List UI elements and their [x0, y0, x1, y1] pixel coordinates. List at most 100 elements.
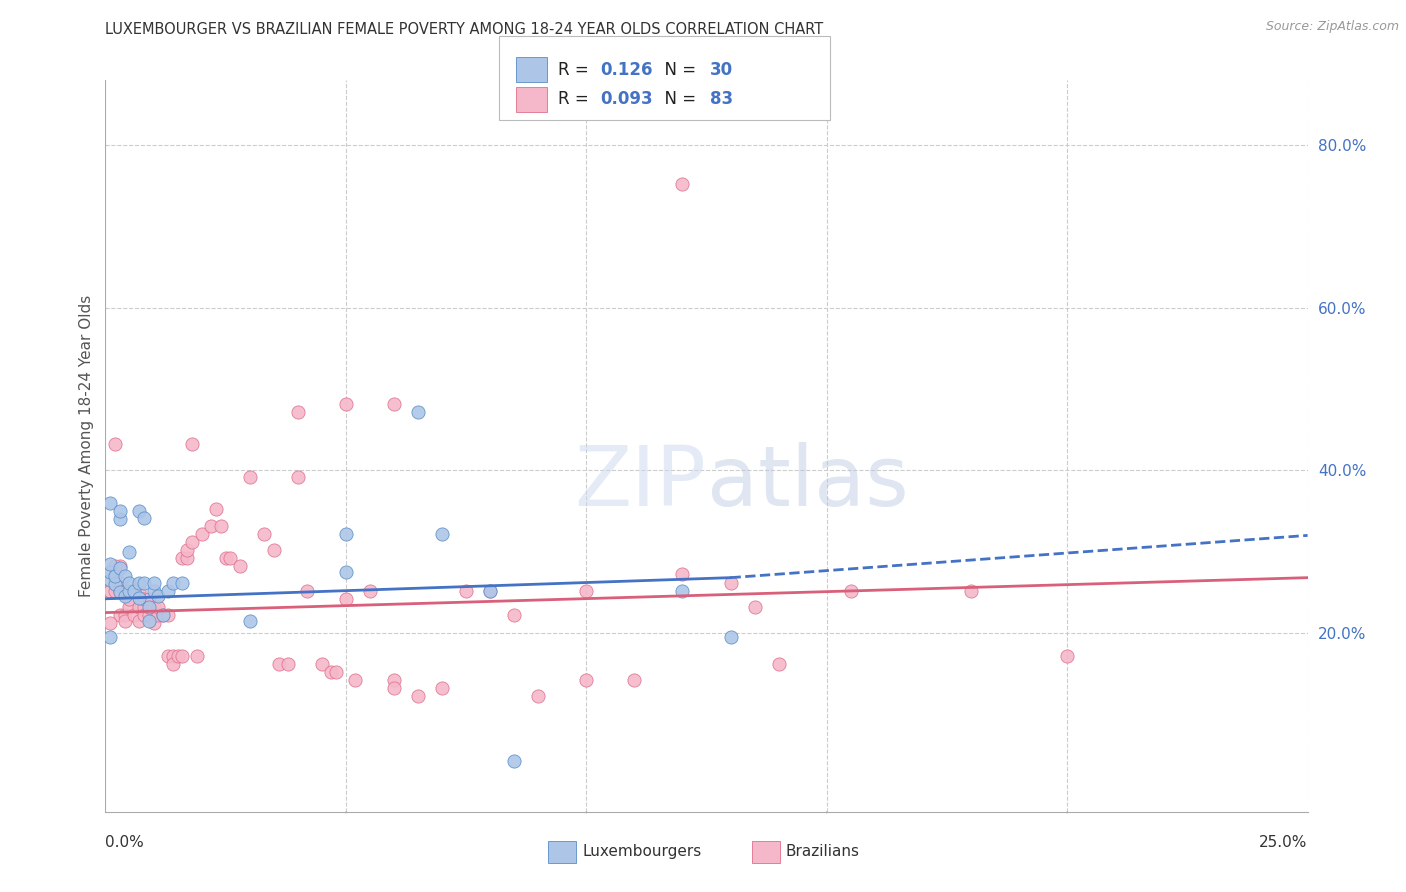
- Point: [960, 583, 983, 598]
- Point: [114, 614, 136, 628]
- Point: [382, 681, 405, 696]
- Point: [335, 591, 357, 606]
- Point: [406, 690, 429, 704]
- Point: [108, 608, 131, 623]
- Point: [124, 608, 146, 623]
- Point: [124, 583, 146, 598]
- Point: [156, 583, 179, 598]
- Point: [229, 559, 252, 574]
- Point: [118, 544, 141, 558]
- Point: [132, 591, 155, 606]
- Point: [720, 575, 742, 590]
- Point: [132, 599, 155, 614]
- Point: [162, 657, 184, 671]
- Point: [132, 608, 155, 623]
- Point: [253, 526, 276, 541]
- Point: [575, 583, 598, 598]
- Point: [200, 518, 222, 533]
- Point: [98, 583, 121, 598]
- Point: [623, 673, 645, 687]
- Point: [297, 583, 319, 598]
- Point: [839, 583, 862, 598]
- Text: N =: N =: [654, 90, 702, 108]
- Point: [267, 657, 290, 671]
- Point: [104, 559, 127, 574]
- Text: LUXEMBOURGER VS BRAZILIAN FEMALE POVERTY AMONG 18-24 YEAR OLDS CORRELATION CHART: LUXEMBOURGER VS BRAZILIAN FEMALE POVERTY…: [105, 22, 824, 37]
- Point: [98, 573, 121, 587]
- Point: [176, 543, 198, 558]
- Text: 0.0%: 0.0%: [105, 836, 145, 850]
- Point: [104, 577, 127, 591]
- Point: [148, 608, 170, 623]
- Text: R =: R =: [558, 90, 595, 108]
- Point: [98, 565, 121, 579]
- Point: [335, 526, 357, 541]
- Point: [671, 178, 693, 192]
- Point: [406, 405, 429, 419]
- Point: [205, 502, 228, 516]
- Point: [162, 648, 184, 663]
- Text: atlas: atlas: [707, 442, 908, 523]
- Point: [311, 657, 333, 671]
- Point: [186, 648, 208, 663]
- Point: [1056, 648, 1078, 663]
- Point: [172, 551, 194, 566]
- Point: [172, 648, 194, 663]
- Point: [162, 575, 184, 590]
- Point: [671, 567, 693, 582]
- Point: [98, 496, 121, 510]
- Point: [118, 591, 141, 606]
- Point: [479, 583, 502, 598]
- Point: [104, 569, 127, 583]
- Point: [382, 397, 405, 411]
- Point: [114, 569, 136, 583]
- Point: [277, 657, 299, 671]
- Point: [359, 583, 381, 598]
- Point: [104, 567, 127, 582]
- Point: [114, 608, 136, 623]
- Point: [142, 616, 165, 631]
- Point: [138, 591, 160, 606]
- Text: Luxembourgers: Luxembourgers: [582, 845, 702, 859]
- Point: [575, 673, 598, 687]
- Point: [128, 599, 150, 614]
- Point: [527, 690, 550, 704]
- Point: [118, 575, 141, 590]
- Point: [108, 561, 131, 575]
- Y-axis label: Female Poverty Among 18-24 Year Olds: Female Poverty Among 18-24 Year Olds: [79, 295, 94, 597]
- Point: [138, 599, 160, 614]
- Point: [108, 575, 131, 590]
- Point: [152, 608, 174, 623]
- Point: [128, 504, 150, 518]
- Point: [132, 575, 155, 590]
- Point: [430, 526, 453, 541]
- Point: [132, 510, 155, 524]
- Point: [142, 599, 165, 614]
- Point: [152, 608, 174, 623]
- Point: [156, 608, 179, 623]
- Point: [108, 559, 131, 574]
- Point: [479, 583, 502, 598]
- Point: [720, 630, 742, 644]
- Point: [214, 551, 236, 566]
- Point: [98, 616, 121, 631]
- Point: [114, 583, 136, 598]
- Point: [104, 437, 127, 451]
- Point: [503, 755, 526, 769]
- Point: [138, 614, 160, 628]
- Point: [148, 599, 170, 614]
- Text: Brazilians: Brazilians: [786, 845, 860, 859]
- Point: [219, 551, 242, 566]
- Point: [181, 535, 204, 549]
- Point: [118, 599, 141, 614]
- Text: 30: 30: [710, 61, 733, 78]
- Point: [128, 614, 150, 628]
- Point: [104, 583, 127, 598]
- Point: [239, 470, 262, 484]
- Point: [98, 557, 121, 571]
- Point: [108, 504, 131, 518]
- Point: [114, 590, 136, 604]
- Point: [287, 470, 309, 484]
- Point: [671, 583, 693, 598]
- Point: [239, 614, 262, 628]
